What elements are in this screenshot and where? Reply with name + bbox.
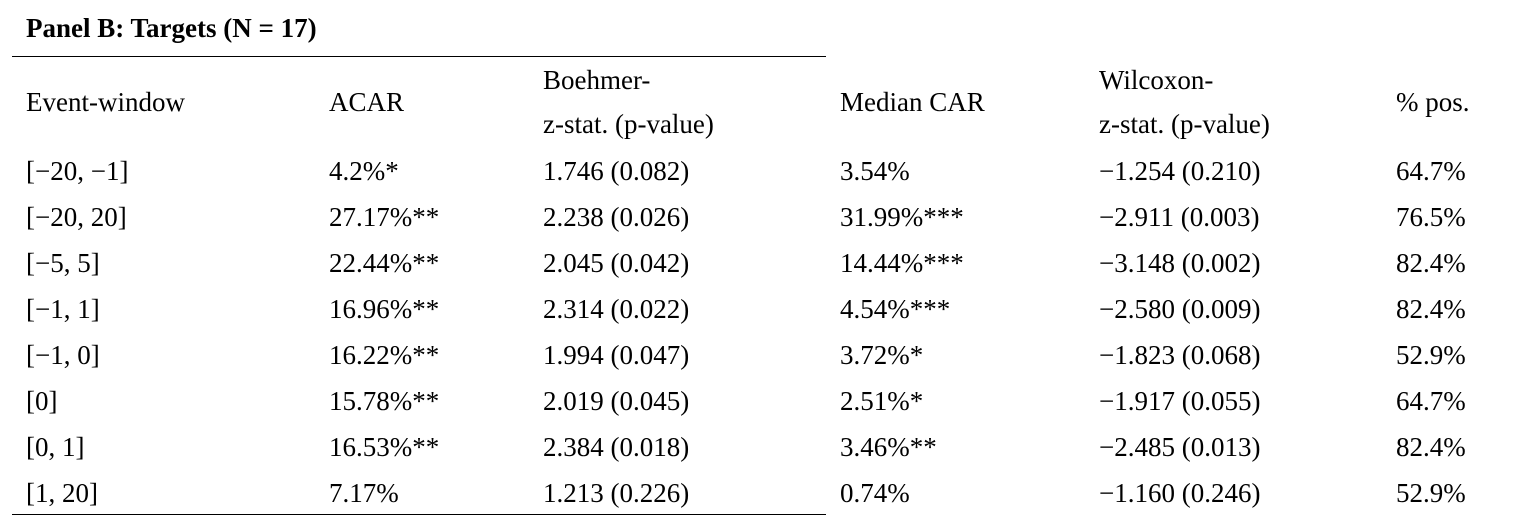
- header-median-car: Median CAR: [840, 87, 985, 117]
- cell-acar: 4.2%*: [329, 156, 399, 186]
- cell-boehmer: 2.019 (0.045): [543, 386, 690, 416]
- bottom-rule: [12, 514, 826, 515]
- cell-wilcoxon: −1.917 (0.055): [1099, 386, 1261, 416]
- header-boehmer-line1: Boehmer-: [543, 65, 651, 95]
- cell-event-window: [0, 1]: [26, 432, 85, 462]
- cell-wilcoxon: −3.148 (0.002): [1099, 248, 1261, 278]
- cell-acar: 16.22%**: [329, 340, 440, 370]
- cell-event-window: [−1, 1]: [26, 294, 100, 324]
- cell-acar: 27.17%**: [329, 202, 440, 232]
- cell-pct-pos: 82.4%: [1396, 294, 1466, 324]
- cell-boehmer: 1.213 (0.226): [543, 478, 690, 508]
- header-event-window: Event-window: [26, 87, 185, 117]
- cell-acar: 22.44%**: [329, 248, 440, 278]
- cell-event-window: [−1, 0]: [26, 340, 100, 370]
- cell-event-window: [0]: [26, 386, 58, 416]
- cell-median-car: 2.51%*: [840, 386, 924, 416]
- cell-wilcoxon: −2.485 (0.013): [1099, 432, 1261, 462]
- cell-wilcoxon: −1.823 (0.068): [1099, 340, 1261, 370]
- cell-acar: 7.17%: [329, 478, 399, 508]
- cell-boehmer: 2.314 (0.022): [543, 294, 690, 324]
- cell-pct-pos: 76.5%: [1396, 202, 1466, 232]
- header-wilcoxon-line1: Wilcoxon-: [1099, 65, 1214, 95]
- cell-pct-pos: 82.4%: [1396, 248, 1466, 278]
- cell-event-window: [−20, 20]: [26, 202, 127, 232]
- cell-event-window: [1, 20]: [26, 478, 98, 508]
- cell-boehmer: 2.045 (0.042): [543, 248, 690, 278]
- cell-pct-pos: 64.7%: [1396, 386, 1466, 416]
- cell-boehmer: 1.994 (0.047): [543, 340, 690, 370]
- cell-median-car: 4.54%***: [840, 294, 951, 324]
- cell-median-car: 3.72%*: [840, 340, 924, 370]
- cell-wilcoxon: −1.254 (0.210): [1099, 156, 1261, 186]
- cell-acar: 16.96%**: [329, 294, 440, 324]
- cell-median-car: 14.44%***: [840, 248, 964, 278]
- cell-pct-pos: 52.9%: [1396, 340, 1466, 370]
- panel-title: Panel B: Targets (N = 17): [26, 13, 317, 43]
- cell-acar: 15.78%**: [329, 386, 440, 416]
- cell-event-window: [−5, 5]: [26, 248, 100, 278]
- cell-median-car: 3.54%: [840, 156, 910, 186]
- header-boehmer-line2: z-stat. (p-value): [543, 109, 714, 139]
- cell-wilcoxon: −2.580 (0.009): [1099, 294, 1261, 324]
- top-rule: [12, 56, 826, 57]
- cell-wilcoxon: −1.160 (0.246): [1099, 478, 1261, 508]
- cell-pct-pos: 82.4%: [1396, 432, 1466, 462]
- header-pct-pos: % pos.: [1396, 87, 1470, 117]
- cell-wilcoxon: −2.911 (0.003): [1099, 202, 1260, 232]
- cell-median-car: 0.74%: [840, 478, 910, 508]
- cell-median-car: 31.99%***: [840, 202, 964, 232]
- cell-boehmer: 2.384 (0.018): [543, 432, 690, 462]
- cell-pct-pos: 52.9%: [1396, 478, 1466, 508]
- cell-boehmer: 2.238 (0.026): [543, 202, 690, 232]
- cell-acar: 16.53%**: [329, 432, 440, 462]
- cell-boehmer: 1.746 (0.082): [543, 156, 690, 186]
- header-acar: ACAR: [329, 87, 405, 117]
- cell-pct-pos: 64.7%: [1396, 156, 1466, 186]
- cell-event-window: [−20, −1]: [26, 156, 129, 186]
- cell-median-car: 3.46%**: [840, 432, 937, 462]
- header-wilcoxon-line2: z-stat. (p-value): [1099, 109, 1270, 139]
